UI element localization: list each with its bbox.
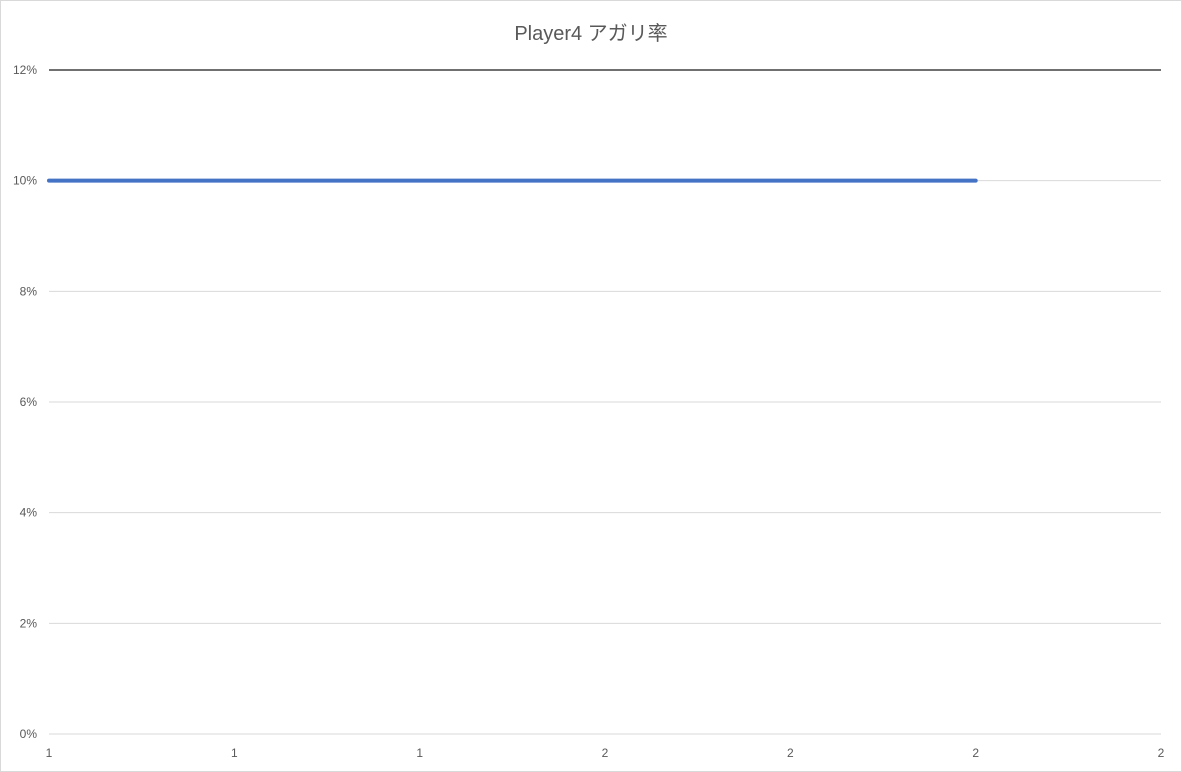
y-tick-label: 2% xyxy=(20,616,38,630)
y-tick-label: 8% xyxy=(20,284,38,298)
y-tick-label: 0% xyxy=(20,727,38,741)
chart-title: Player4 アガリ率 xyxy=(514,23,668,45)
x-tick-label: 2 xyxy=(972,746,979,760)
y-tick-label: 10% xyxy=(13,174,37,188)
y-tick-label: 12% xyxy=(13,63,37,77)
y-tick-label: 4% xyxy=(20,506,38,520)
y-tick-label: 6% xyxy=(20,395,38,409)
x-tick-label: 1 xyxy=(46,746,53,760)
x-tick-label: 2 xyxy=(787,746,794,760)
x-tick-label: 2 xyxy=(1158,746,1165,760)
x-tick-label: 1 xyxy=(231,746,238,760)
x-tick-label: 1 xyxy=(416,746,423,760)
x-tick-label: 2 xyxy=(602,746,609,760)
